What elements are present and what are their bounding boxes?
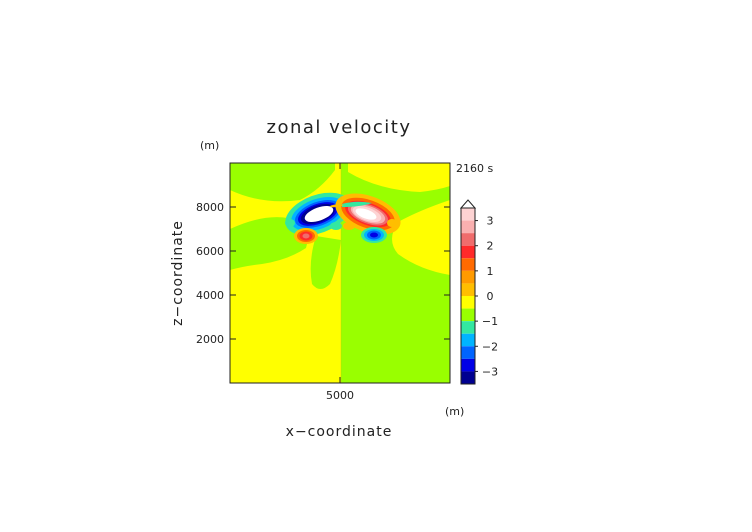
colorbar-tick-label: −3 [482, 365, 498, 378]
colorbar-swatch [461, 321, 475, 334]
colorbar: 3 2 1 0 −1 −2 −3 [459, 199, 498, 385]
colorbar-tick-label: −1 [482, 315, 498, 328]
y-tick-label: 6000 [196, 245, 224, 258]
colorbar-swatch [461, 233, 475, 246]
colorbar-swatch [461, 333, 475, 347]
y-tick-label: 2000 [196, 333, 224, 346]
colorbar-swatch [461, 308, 475, 322]
y-unit-label: (m) [200, 139, 219, 152]
x-axis: 5000 [326, 163, 354, 402]
colorbar-swatch [461, 258, 475, 271]
colorbar-swatch [461, 358, 475, 372]
colorbar-overflow-triangle [459, 199, 477, 209]
y-axis: 2000 4000 6000 8000 [196, 201, 450, 346]
colorbar-tick-label: 0 [487, 290, 494, 303]
colorbar-swatch [461, 245, 475, 259]
central-plume-right [341, 236, 375, 287]
colorbar-tick-label: 2 [487, 240, 494, 253]
colorbar-swatch [461, 220, 475, 234]
mid-secondary-features [285, 219, 397, 230]
colorbar-swatch [461, 371, 475, 384]
chart-title: zonal velocity [267, 117, 412, 138]
right-yellow-band [392, 200, 450, 275]
colorbar-swatch [461, 296, 475, 309]
plot-area [230, 163, 450, 383]
x-axis-title: x−coordinate [286, 424, 393, 440]
upper-right-yellow-wedge [348, 163, 450, 192]
left-lower-lobe [294, 228, 318, 244]
colorbar-tick-label: 3 [487, 215, 494, 228]
x-unit-label: (m) [445, 405, 464, 418]
y-tick-label: 4000 [196, 289, 224, 302]
right-lower-lobe [361, 227, 387, 243]
central-plume [310, 236, 341, 289]
colorbar-swatch [461, 283, 475, 296]
x-tick-label: 5000 [326, 389, 354, 402]
upper-left-green-wedge [230, 163, 335, 202]
time-label: 2160 s [456, 162, 493, 175]
colorbar-swatch [461, 346, 475, 359]
colorbar-swatch [461, 208, 475, 221]
colorbar-tick-label: −2 [482, 340, 498, 353]
y-tick-label: 8000 [196, 201, 224, 214]
colorbar-swatch [461, 270, 475, 284]
y-axis-title: z−coordinate [170, 220, 186, 326]
top-orange-streak [330, 204, 344, 208]
left-green-lobe [230, 217, 308, 270]
top-cyan-streak [342, 201, 372, 207]
colorbar-tick-label: 1 [487, 265, 494, 278]
